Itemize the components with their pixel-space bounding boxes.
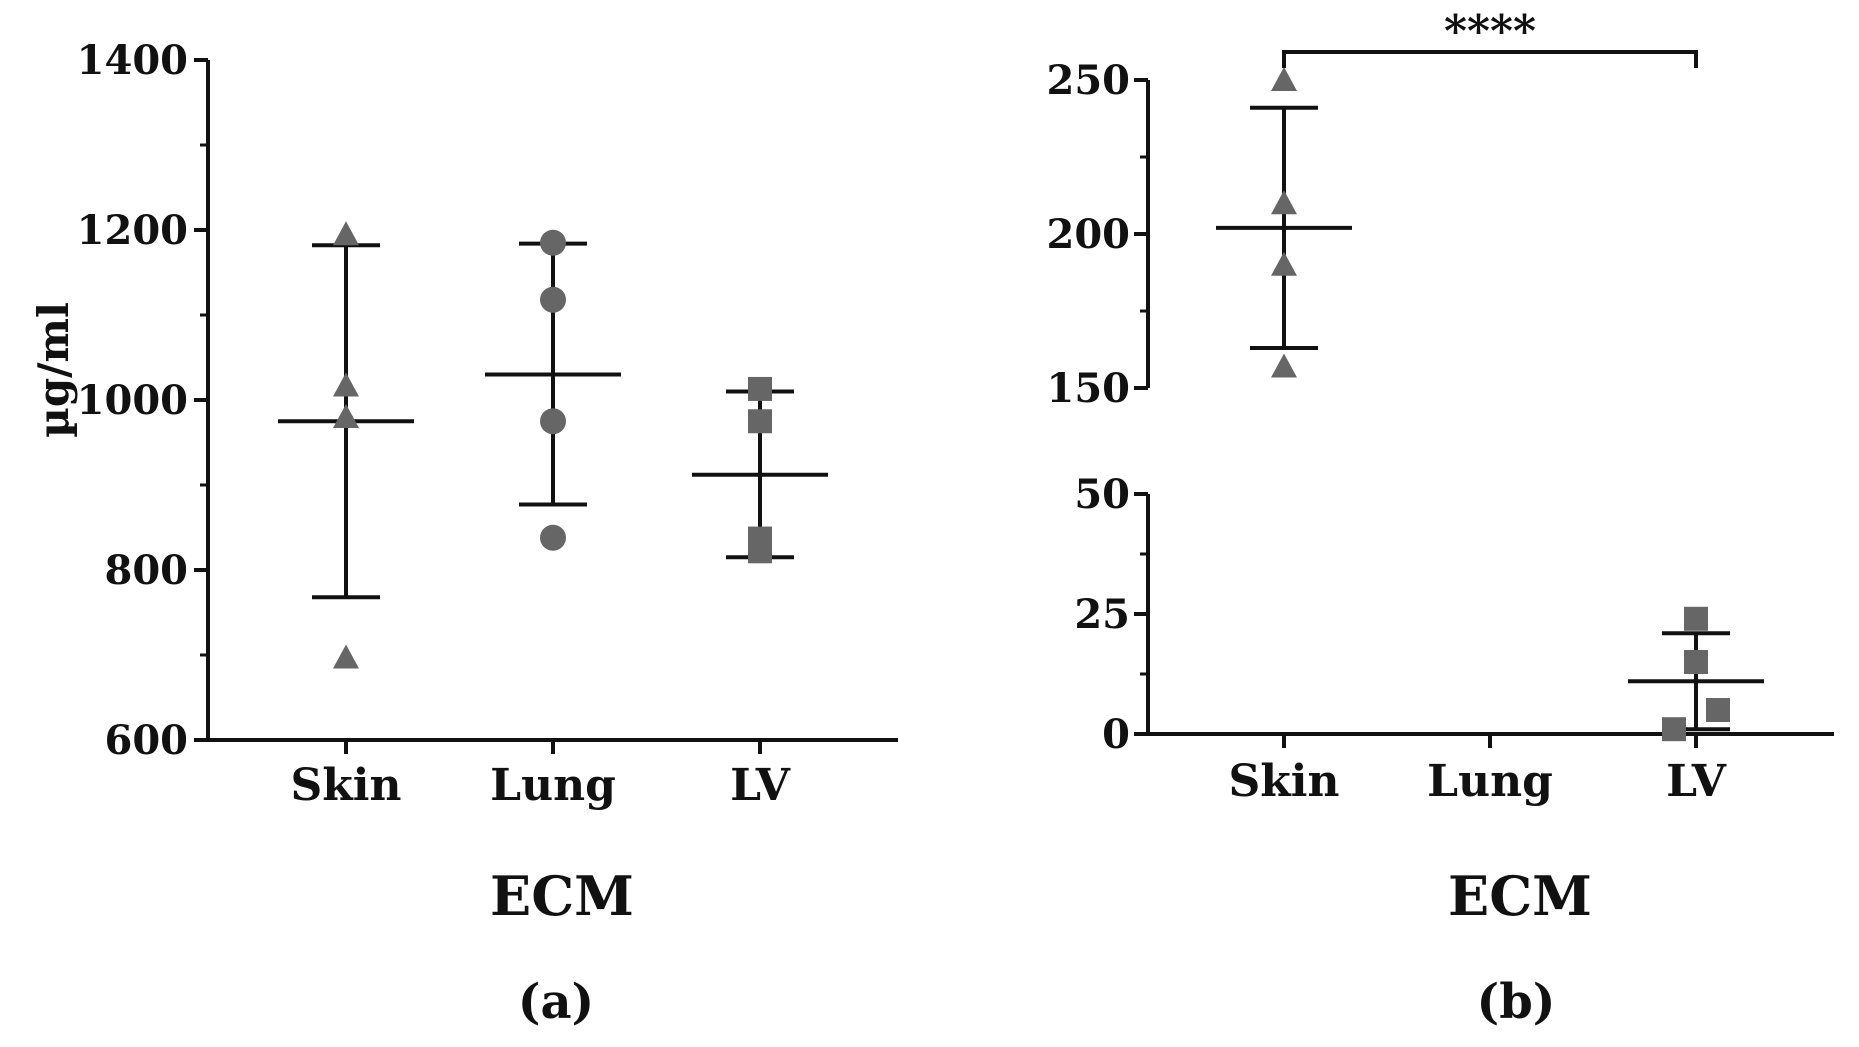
- panel-a-y-tick-label: 800: [105, 547, 189, 594]
- panel-b-x-tick-label: Lung: [1427, 756, 1553, 807]
- panel-a-skin-point: [333, 372, 359, 397]
- panel-a-skin-point: [333, 404, 359, 428]
- panel-a-skin-point: [333, 221, 359, 246]
- panel-a-lung-point: [540, 524, 566, 551]
- panel-b-lv-point: [1684, 650, 1708, 674]
- panel-a-label: (a): [518, 974, 595, 1030]
- panel-b-x-axis-label: ECM: [1448, 864, 1592, 928]
- panel-a-lv-point: [748, 539, 772, 564]
- panel-b-lower-y-tick-label: 25: [1074, 591, 1130, 638]
- panel-b-skin-point: [1271, 251, 1297, 276]
- panel-a-data: [278, 221, 828, 669]
- panel-a-y-tick-label: 1400: [77, 37, 188, 84]
- panel-b-upper-y-tick-label: 200: [1047, 211, 1131, 258]
- panel-b-lower-y-tick-label: 50: [1074, 471, 1130, 518]
- panel-a-lung-point: [540, 286, 566, 313]
- panel-a-x-tick-label: Lung: [490, 760, 616, 811]
- panel-a: 600 800 1000 1200 1400 Skin Lung LV µg/ml ECM (…: [29, 37, 898, 1030]
- panel-a-y-tick-label: 1000: [77, 377, 188, 424]
- panel-a-y-tick-label: 600: [105, 717, 189, 764]
- panel-b-skin-point: [1271, 67, 1297, 91]
- panel-a-x-axis-label: ECM: [490, 864, 634, 928]
- panel-b-upper-y-tick-label: 150: [1047, 365, 1131, 412]
- panel-b-lv-point: [1706, 698, 1730, 722]
- panel-b-skin-point: [1271, 190, 1297, 215]
- panel-b-label: (b): [1477, 974, 1556, 1030]
- panel-a-ticks: 600 800 1000 1200 1400 Skin Lung LV: [77, 37, 791, 811]
- panel-a-lung-point: [540, 229, 566, 256]
- panel-a-x-tick-label: Skin: [291, 760, 402, 811]
- panel-b-upper-y-tick-label: 250: [1047, 57, 1131, 104]
- panel-b-axes: [1146, 80, 1834, 736]
- panel-a-x-tick-label: LV: [730, 760, 791, 811]
- panel-a-lv-point: [748, 376, 772, 401]
- panel-b-ticks: 150 200 250 0 25 50 Skin Lung LV: [1047, 57, 1727, 807]
- panel-b: 150 200 250 0 25 50 Skin Lung LV **** ECM (b): [1047, 6, 1834, 1030]
- panel-a-lung-point: [540, 408, 566, 435]
- panel-a-y-tick-label: 1200: [77, 207, 188, 254]
- significance-bracket: [1282, 50, 1698, 68]
- panel-b-lower-y-tick-label: 0: [1102, 711, 1130, 758]
- panel-a-skin-point: [333, 644, 359, 669]
- panel-b-x-tick-label: LV: [1666, 756, 1727, 807]
- panel-a-lv-point: [748, 409, 772, 434]
- panel-b-x-tick-label: Skin: [1229, 756, 1340, 807]
- panel-b-data: [1216, 67, 1764, 742]
- panel-b-skin-point: [1271, 353, 1297, 378]
- panel-b-lv-point: [1662, 717, 1686, 742]
- panel-a-y-axis-label: µg/ml: [29, 302, 78, 438]
- significance-label: ****: [1444, 6, 1536, 57]
- panel-b-lv-point: [1684, 606, 1708, 631]
